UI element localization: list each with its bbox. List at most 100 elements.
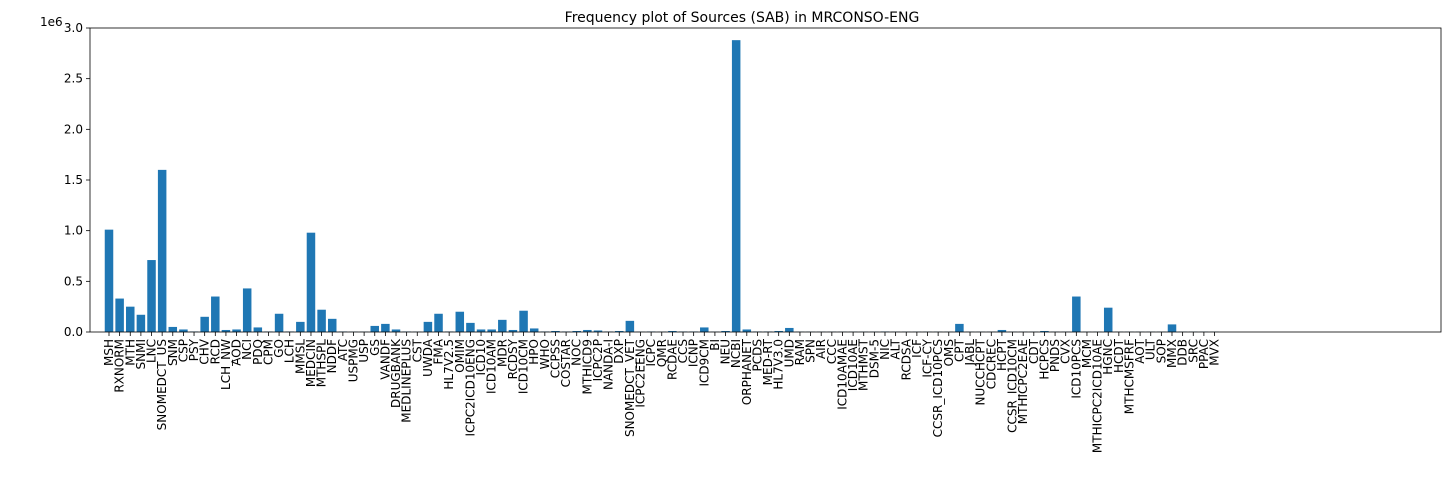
x-tick-label: USPMG <box>346 339 360 382</box>
x-tick-label: DSM-5 <box>867 339 881 378</box>
plot-frame <box>89 27 1442 333</box>
x-tick-label: MED-RT <box>761 338 775 385</box>
x-tick-label: CDT <box>1027 338 1041 364</box>
x-axis: MSHRXNORMMTHSNMILNCSNOMEDCT_USSNMCSPPSYC… <box>102 332 1222 453</box>
bar-snomedct_vet <box>625 320 635 332</box>
x-tick-label: CCS <box>676 339 690 363</box>
x-tick-label: DXP <box>612 339 626 364</box>
x-tick-label: JABL <box>963 339 977 367</box>
x-tick-label: MDR <box>495 339 509 367</box>
y-tick-label: 3.0 <box>64 21 83 35</box>
bar-mth <box>126 306 135 332</box>
x-tick-label: ICPC2ICD10ENG <box>463 339 477 436</box>
y-tick-label: 2.0 <box>64 122 83 136</box>
bar-snomedct_us <box>157 169 167 332</box>
bar-icpc2icd10eng <box>466 322 475 332</box>
x-tick-label: GO <box>272 339 286 358</box>
x-tick-label: HCDT <box>1112 338 1126 373</box>
bar-go <box>274 313 284 332</box>
x-tick-label: GS <box>368 339 382 356</box>
bar-lnc <box>147 260 156 332</box>
x-tick-label: CCSR_ICD10CM <box>1006 339 1020 433</box>
x-tick-label: HGNC <box>1101 339 1115 375</box>
x-tick-label: AIR <box>814 339 828 359</box>
x-tick-label: FMA <box>432 338 446 364</box>
x-tick-label: RCDSA <box>899 338 913 380</box>
x-tick-label: MTHICD9 <box>580 339 594 395</box>
x-tick-label: CCSR_ICD10PCS <box>931 339 945 437</box>
x-tick-label: ORPHANET <box>740 338 754 405</box>
bar-lch_nw <box>221 329 231 332</box>
x-tick-label: RCDAE <box>665 339 679 380</box>
bar-aod <box>232 329 241 332</box>
bar-mdr <box>498 319 507 332</box>
x-tick-label: PDQ <box>251 339 265 365</box>
x-tick-label: ICD10 <box>474 339 488 375</box>
x-tick-label: ICD10PCS <box>1069 339 1083 399</box>
bar-pdq <box>253 327 263 332</box>
x-tick-label: MTH <box>123 339 137 366</box>
x-tick-label: HCPCS <box>1037 339 1051 380</box>
bar-orphanet <box>742 329 752 332</box>
x-tick-label: MEDCIN <box>304 339 318 387</box>
x-tick-label: UWDA <box>421 338 435 377</box>
bar-rxnorm <box>115 298 124 332</box>
x-tick-label: MVX <box>1208 339 1222 366</box>
y-scale-label: 1e6 <box>40 15 63 29</box>
x-tick-label: AOD <box>230 339 244 366</box>
bar-cpt <box>955 323 964 332</box>
x-tick-label: DDB <box>1176 339 1190 366</box>
x-tick-label: MCM <box>1080 339 1094 368</box>
x-tick-label: HL7V2.5 <box>442 339 456 390</box>
bar-vandf <box>381 323 390 332</box>
x-tick-label: WHO <box>538 339 552 369</box>
y-tick-label: 2.5 <box>64 72 83 86</box>
y-tick-label: 0.0 <box>64 325 83 339</box>
x-tick-label: ICD10CM <box>517 339 531 394</box>
x-tick-label: LNC <box>145 339 159 363</box>
x-tick-label: CSP <box>176 339 190 362</box>
x-tick-label: MMX <box>1165 339 1179 368</box>
y-tick-label: 0.5 <box>64 274 83 288</box>
x-tick-label: MTHSPL <box>315 339 329 388</box>
x-tick-label: PCDS <box>750 339 764 371</box>
x-tick-label: SOP <box>1154 339 1168 363</box>
x-tick-label: MTHICPC2ICD10AE <box>1091 339 1105 453</box>
x-tick-label: CHV <box>198 338 212 364</box>
x-tick-label: HL7V3.0 <box>772 339 786 390</box>
x-tick-label: HCPT <box>995 338 1009 371</box>
bar-snm <box>168 326 178 332</box>
x-tick-label: BI <box>708 339 722 351</box>
x-tick-label: SNM <box>166 339 180 366</box>
x-tick-label: ICPC <box>644 339 658 367</box>
bar-dxp <box>614 330 624 332</box>
x-tick-label: RCD <box>208 339 222 364</box>
x-tick-label: NANDA-I <box>602 339 616 390</box>
bar-mthicd9 <box>583 329 592 332</box>
x-tick-label: SNOMEDCT_VET <box>623 338 637 437</box>
y-tick-label: 1.5 <box>64 173 83 187</box>
x-tick-label: ICPC2P <box>591 339 605 381</box>
x-tick-label: CPM <box>261 339 275 365</box>
x-tick-label: ATC <box>336 339 350 361</box>
bar-icd10pcs <box>1072 296 1081 332</box>
x-tick-label: ICPC2EENG <box>634 339 648 408</box>
bar-noc <box>572 330 581 332</box>
bar-drugbank <box>391 329 401 332</box>
bar-mmsl <box>296 321 305 332</box>
x-tick-label: MTHCMSFRF <box>1122 339 1136 414</box>
chart-title: Frequency plot of Sources (SAB) in MRCON… <box>565 10 920 26</box>
x-tick-label: MMSL <box>293 339 307 374</box>
bar-mmx <box>1167 324 1177 332</box>
bar-rcdae <box>668 330 677 332</box>
x-tick-label: RXNORM <box>113 339 127 393</box>
x-tick-label: ICF-CY <box>921 338 935 377</box>
bar-omim <box>455 311 465 332</box>
x-tick-label: ULT <box>1144 338 1158 360</box>
x-tick-label: DRUGBANK <box>389 338 403 408</box>
x-tick-label: SPN <box>804 339 818 363</box>
x-tick-label: ICD10AMAE <box>835 339 849 410</box>
bar-mthspl <box>317 309 326 332</box>
bar-neu <box>721 330 730 332</box>
